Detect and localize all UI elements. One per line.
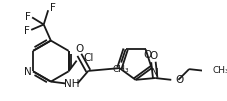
Text: N: N [24,67,32,77]
Text: F: F [25,12,31,22]
Text: O: O [176,75,184,85]
Text: O: O [75,44,84,54]
Text: N: N [151,68,159,78]
Text: O: O [143,50,151,60]
Text: O: O [149,51,158,61]
Text: CH₃: CH₃ [212,66,227,75]
Text: F: F [24,26,30,36]
Text: NH: NH [64,79,80,89]
Text: CH₃: CH₃ [113,65,129,74]
Text: F: F [50,3,56,13]
Text: Cl: Cl [83,53,93,63]
